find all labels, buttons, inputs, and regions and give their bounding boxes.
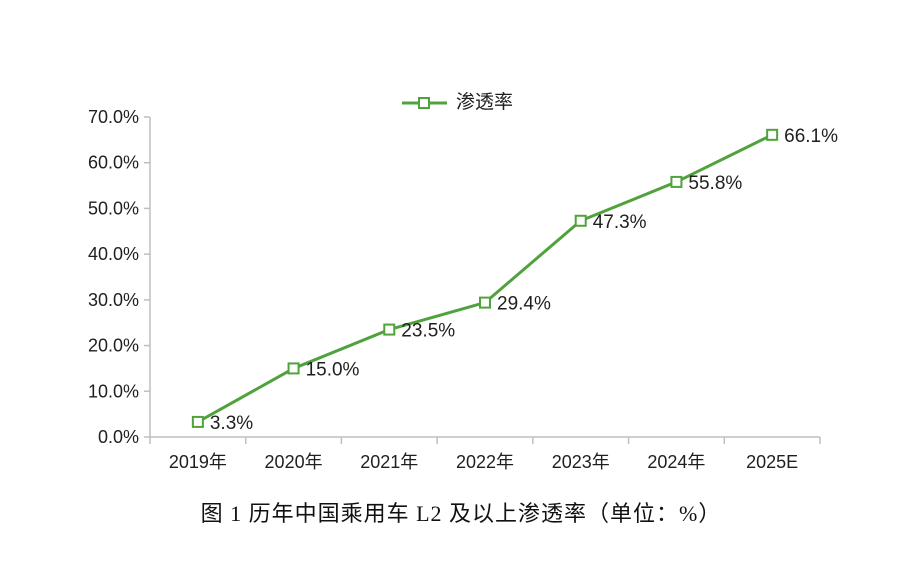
- x-axis-tick-label: 2023年: [552, 452, 610, 472]
- data-point-label: 29.4%: [497, 294, 551, 315]
- data-point-marker: [670, 175, 683, 188]
- data-point-label: 3.3%: [210, 413, 253, 434]
- x-axis-tick-label: 2024年: [647, 452, 705, 472]
- data-point-label: 47.3%: [593, 212, 647, 233]
- legend-line-marker-icon: [402, 97, 447, 110]
- data-point-label: 55.8%: [688, 173, 742, 194]
- y-axis-tick-label: 0.0%: [98, 427, 139, 447]
- data-point-marker: [287, 362, 300, 375]
- x-axis-tick-label: 2020年: [265, 452, 323, 472]
- y-axis-tick-label: 60.0%: [88, 153, 139, 173]
- figure-caption: 图 1 历年中国乘用车 L2 及以上渗透率（单位：%）: [200, 501, 722, 526]
- data-point-label: 23.5%: [401, 321, 455, 342]
- data-point-marker: [191, 415, 204, 428]
- y-axis-tick-label: 50.0%: [88, 198, 139, 218]
- data-point-marker: [383, 323, 396, 336]
- legend: 渗透率: [401, 92, 513, 115]
- y-axis-tick-label: 30.0%: [88, 290, 139, 310]
- y-axis-tick-label: 20.0%: [88, 336, 139, 356]
- data-point-label: 15.0%: [306, 359, 360, 380]
- data-point-marker: [766, 128, 779, 141]
- data-point-marker: [479, 296, 491, 309]
- data-point-label: 66.1%: [784, 126, 838, 147]
- x-axis-tick-label: 2025E: [746, 452, 798, 472]
- x-axis-tick-label: 2021年: [360, 452, 418, 472]
- y-axis-tick-label: 70.0%: [88, 107, 139, 127]
- legend-series-label: 渗透率: [456, 92, 514, 113]
- data-point-marker: [574, 214, 587, 227]
- y-axis-tick-label: 40.0%: [88, 244, 139, 264]
- x-axis-tick-label: 2019年: [169, 452, 227, 472]
- series-line: [196, 133, 774, 424]
- y-axis-tick-label: 10.0%: [88, 381, 139, 401]
- x-axis-tick-label: 2022年: [456, 452, 514, 472]
